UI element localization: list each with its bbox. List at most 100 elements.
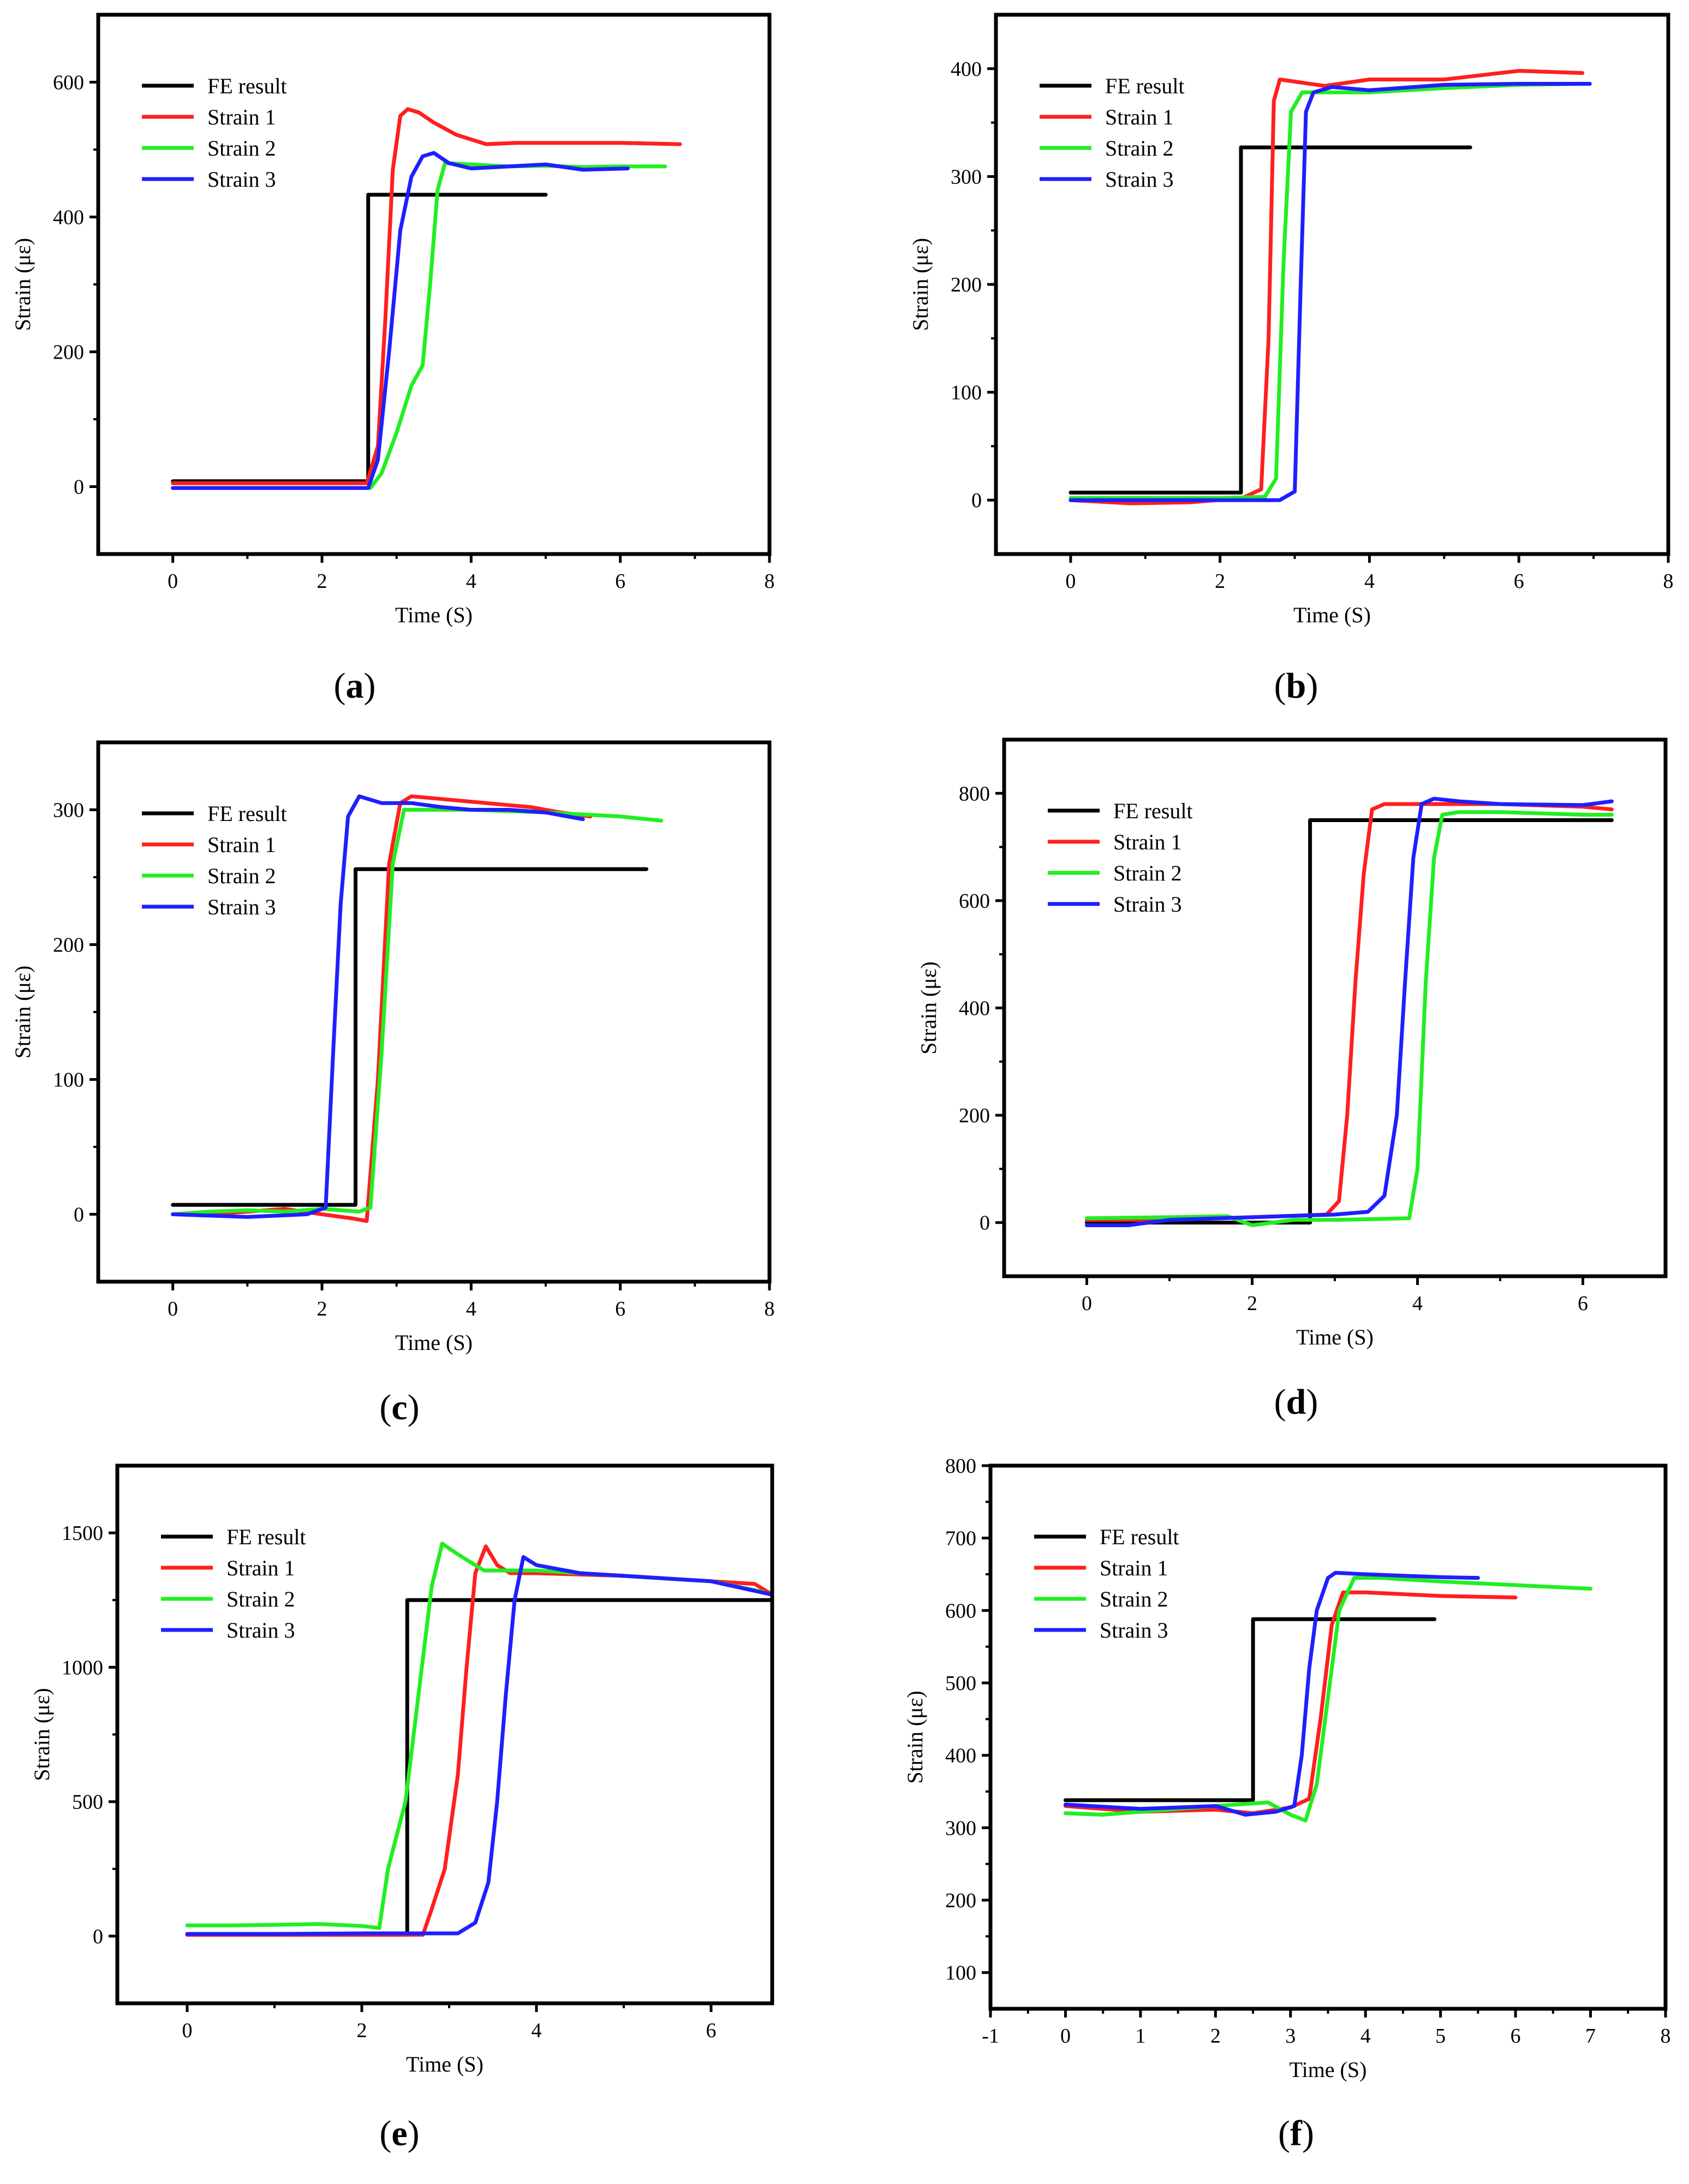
series-line-fe-result bbox=[185, 1598, 772, 1937]
legend-label: Strain 1 bbox=[207, 105, 276, 129]
legend-label: Strain 1 bbox=[1113, 830, 1182, 854]
y-tick-label: 700 bbox=[945, 1527, 976, 1550]
x-tick-label: 0 bbox=[1065, 570, 1076, 593]
x-tick-label: 2 bbox=[357, 2019, 367, 2042]
legend-label: Strain 3 bbox=[207, 167, 276, 192]
y-tick-label: 200 bbox=[53, 934, 84, 957]
x-tick-label: 5 bbox=[1435, 2025, 1446, 2048]
y-tick-label: 200 bbox=[945, 1889, 976, 1912]
x-axis-title: Time (S) bbox=[395, 1330, 473, 1355]
x-tick-label: 0 bbox=[168, 1298, 178, 1320]
series-line-fe-result bbox=[171, 193, 548, 484]
panel-label-letter: d bbox=[1286, 1382, 1306, 1422]
series-line-strain-2 bbox=[1069, 82, 1588, 500]
legend-label: Strain 2 bbox=[1113, 861, 1182, 885]
y-tick-label: 100 bbox=[53, 1069, 84, 1092]
legend-label: FE result bbox=[1105, 74, 1185, 98]
panel-label-close: ) bbox=[1306, 666, 1318, 706]
y-tick-label: 200 bbox=[959, 1104, 990, 1127]
panel-label-letter: c bbox=[391, 1388, 407, 1427]
x-axis-title: Time (S) bbox=[1296, 1325, 1374, 1349]
y-tick-label: 0 bbox=[980, 1212, 990, 1235]
panel-label: (b) bbox=[1274, 666, 1318, 706]
series-line-strain-1 bbox=[171, 794, 593, 1223]
panel-label: (a) bbox=[334, 666, 376, 706]
y-axis-title: Strain (με) bbox=[10, 238, 35, 331]
panel-label-close: ) bbox=[364, 666, 376, 706]
x-tick-label: 0 bbox=[1060, 2025, 1071, 2048]
legend-label: FE result bbox=[207, 801, 287, 826]
chart-panel-d: 0 2 4 6 0 200 400 600 800 Time (S) Strain (με) FE r… bbox=[916, 737, 1668, 1422]
y-tick-label: 800 bbox=[945, 1455, 976, 1478]
y-tick-label: 0 bbox=[74, 1204, 84, 1227]
series-line-fe-result bbox=[1069, 145, 1472, 495]
y-tick-label: 0 bbox=[971, 489, 982, 512]
series-line-fe-result bbox=[1063, 1617, 1437, 1802]
x-tick-label: 2 bbox=[317, 570, 327, 593]
y-tick-label: 600 bbox=[945, 1599, 976, 1622]
panel-label-letter: b bbox=[1286, 666, 1306, 706]
y-axis-title: Strain (με) bbox=[10, 966, 35, 1058]
legend-label: Strain 2 bbox=[207, 136, 276, 160]
y-tick-label: 200 bbox=[53, 341, 84, 364]
panel-label-close: ) bbox=[408, 1388, 420, 1427]
panel-label: (d) bbox=[1274, 1382, 1318, 1422]
panel-label-letter: f bbox=[1290, 2114, 1303, 2153]
plot-frame bbox=[988, 1463, 1668, 2011]
legend-label: Strain 3 bbox=[226, 1618, 295, 1643]
y-tick-label: 500 bbox=[72, 1791, 103, 1814]
y-tick-label: 400 bbox=[945, 1745, 976, 1768]
x-tick-label: 0 bbox=[168, 570, 178, 593]
legend-label: Strain 1 bbox=[226, 1556, 295, 1580]
y-tick-label: 100 bbox=[945, 1962, 976, 1985]
legend-label: Strain 3 bbox=[1100, 1618, 1168, 1643]
x-tick-label: 0 bbox=[1082, 1292, 1092, 1315]
x-tick-label: 6 bbox=[1514, 570, 1524, 593]
panel-label-open: ( bbox=[379, 2114, 391, 2153]
x-tick-label: 0 bbox=[182, 2019, 193, 2042]
series-line-strain-3 bbox=[185, 1555, 772, 1936]
chart-panel-b: 0 2 4 6 8 0 100 200 300 400 Time (S) Strain (με) FE … bbox=[908, 13, 1674, 706]
y-axis-title: Strain (με) bbox=[29, 1688, 54, 1781]
x-tick-label: 6 bbox=[615, 1298, 625, 1320]
panel-label-close: ) bbox=[1302, 2114, 1314, 2153]
series-line-strain-3 bbox=[171, 794, 585, 1219]
x-tick-label: 8 bbox=[765, 1298, 775, 1320]
y-axis-title: Strain (με) bbox=[908, 238, 933, 331]
x-tick-label: 1 bbox=[1135, 2025, 1145, 2048]
series-line-strain-1 bbox=[171, 107, 682, 485]
legend-label: Strain 1 bbox=[207, 832, 276, 857]
panel-label-open: ( bbox=[1278, 2114, 1290, 2153]
x-tick-label: 2 bbox=[1210, 2025, 1221, 2048]
chart-panel-f: -1 0 1 2 3 4 5 6 7 8 100 200 300 400 500 600 700 800 Time … bbox=[903, 1455, 1671, 2153]
x-tick-label: 8 bbox=[1661, 2025, 1671, 2048]
x-tick-label: 7 bbox=[1585, 2025, 1596, 2048]
y-tick-label: 400 bbox=[959, 997, 990, 1020]
series-line-fe-result bbox=[1085, 818, 1614, 1225]
y-axis-title: Strain (με) bbox=[916, 961, 941, 1054]
y-tick-label: 200 bbox=[951, 273, 982, 296]
legend-label: Strain 3 bbox=[1105, 167, 1174, 192]
legend-label: FE result bbox=[226, 1525, 306, 1549]
y-tick-label: 0 bbox=[93, 1925, 103, 1948]
legend-label: Strain 2 bbox=[226, 1587, 295, 1611]
panel-label: (c) bbox=[379, 1388, 419, 1427]
panel-label-letter: a bbox=[346, 666, 364, 706]
series-line-strain-2 bbox=[171, 161, 667, 490]
legend-label: Strain 1 bbox=[1100, 1556, 1168, 1580]
plot-frame bbox=[994, 13, 1670, 556]
legend-label: FE result bbox=[207, 74, 287, 98]
x-axis-title: Time (S) bbox=[1293, 603, 1371, 627]
legend-label: Strain 2 bbox=[1100, 1587, 1168, 1611]
y-tick-label: 0 bbox=[74, 476, 84, 499]
y-tick-label: 400 bbox=[951, 58, 982, 81]
plot-frame bbox=[96, 13, 772, 556]
x-tick-label: 2 bbox=[1215, 570, 1225, 593]
chart-panel-a: 0 2 4 6 8 0 200 400 600 Time (S) Strain (με) FE res… bbox=[10, 13, 775, 706]
x-tick-label: 2 bbox=[1247, 1292, 1257, 1315]
x-tick-label: 4 bbox=[1364, 570, 1375, 593]
x-axis-title: Time (S) bbox=[395, 603, 473, 627]
x-tick-label: 6 bbox=[615, 570, 625, 593]
y-tick-label: 800 bbox=[959, 782, 990, 805]
